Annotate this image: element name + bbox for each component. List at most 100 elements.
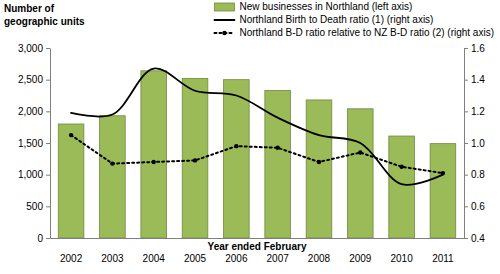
tick: 1,500	[18, 138, 50, 149]
tick-label: 1,000	[18, 169, 43, 180]
tick-mark	[46, 206, 50, 207]
legend-swatch	[214, 19, 234, 21]
y2-axis: 0.4 0.6 0.8 1.0 1.2 1.4 1.6	[464, 43, 485, 244]
tick-mark	[46, 175, 50, 176]
y-axis: 0 500 1,000 1,500 2,000 2,500 3,000	[18, 43, 51, 244]
marker	[441, 171, 445, 175]
legend-item: New businesses in Northland (left axis)	[214, 1, 412, 12]
tick-label: 2011	[432, 253, 454, 264]
tick: 0	[37, 233, 50, 244]
tick: 0.6	[464, 201, 485, 212]
legend-label: Northland Birth to Death ratio (1) (righ…	[239, 14, 433, 25]
tick: 2010	[390, 253, 413, 264]
axis-line	[50, 49, 51, 239]
tick-label: 0.8	[471, 169, 485, 180]
bar	[100, 116, 126, 238]
tick-mark	[464, 206, 468, 207]
bar-series	[58, 71, 455, 238]
legend-label: New businesses in Northland (left axis)	[239, 1, 412, 12]
tick-label: 2007	[267, 253, 290, 264]
tick-mark	[46, 143, 50, 144]
legend-marker	[222, 31, 226, 35]
y-axis-title-line: Number of	[4, 3, 55, 14]
legend: New businesses in Northland (left axis) N…	[214, 1, 494, 38]
legend-item: Northland B-D ratio relative to NZ B-D r…	[214, 27, 494, 38]
tick-label: 1.0	[471, 138, 485, 149]
marker	[152, 160, 156, 164]
marker	[399, 165, 403, 169]
tick-mark	[464, 238, 468, 239]
line-series	[71, 68, 443, 184]
x-axis-title: Year ended February	[208, 241, 307, 252]
tick: 1.4	[464, 74, 485, 85]
tick: 3,000	[18, 43, 50, 54]
tick-mark	[464, 111, 468, 112]
tick: 2002	[60, 253, 83, 264]
legend-swatch	[214, 3, 234, 11]
tick: 1.2	[464, 106, 485, 117]
tick: 2005	[184, 253, 207, 264]
tick: 2011	[432, 253, 454, 264]
tick-mark	[464, 80, 468, 81]
tick-label: 1.4	[471, 74, 485, 85]
y-axis-title: Number of geographic units	[4, 3, 85, 27]
tick-label: 0	[37, 233, 43, 244]
tick-label: 0.4	[471, 233, 485, 244]
bar	[224, 80, 250, 238]
plot-area	[58, 68, 455, 238]
y-axis-title-line: geographic units	[4, 16, 85, 27]
marker	[110, 161, 114, 165]
tick: 2,500	[18, 74, 50, 85]
tick: 2007	[267, 253, 290, 264]
tick-mark	[46, 238, 50, 239]
tick-mark	[464, 175, 468, 176]
marker	[317, 160, 321, 164]
tick: 0.4	[464, 233, 485, 244]
tick-label: 2002	[60, 253, 83, 264]
tick: 2003	[101, 253, 124, 264]
line	[71, 68, 443, 184]
bar	[306, 100, 332, 238]
chart-container: 0 500 1,000 1,500 2,000 2,500 3,000 0.4 0.6 0.8 1.…	[0, 0, 500, 274]
line	[71, 135, 443, 173]
bar	[141, 71, 167, 238]
tick: 500	[26, 201, 50, 212]
tick-label: 2005	[184, 253, 207, 264]
tick-label: 2,500	[18, 74, 43, 85]
legend-label: Northland B-D ratio relative to NZ B-D r…	[239, 27, 494, 38]
marker	[193, 158, 197, 162]
tick: 1.6	[464, 43, 485, 54]
tick: 1,000	[18, 169, 50, 180]
tick: 1.0	[464, 138, 485, 149]
tick-label: 3,000	[18, 43, 43, 54]
tick-mark	[46, 80, 50, 81]
tick-label: 2003	[101, 253, 124, 264]
tick-mark	[464, 48, 468, 49]
tick-label: 2010	[390, 253, 413, 264]
marker	[69, 133, 73, 137]
tick-mark	[464, 143, 468, 144]
x-axis: 2002 2003 2004 2005 2006 2007 2008 2009 2010 2011	[51, 239, 465, 265]
tick-label: 2006	[225, 253, 248, 264]
tick-label: 1,500	[18, 138, 43, 149]
tick-mark	[46, 48, 50, 49]
marker	[358, 150, 362, 154]
tick: 2009	[349, 253, 372, 264]
marker	[275, 146, 279, 150]
tick-label: 2009	[349, 253, 372, 264]
bar	[347, 109, 373, 238]
tick: 0.8	[464, 169, 485, 180]
tick: 2008	[308, 253, 331, 264]
bar	[430, 144, 456, 238]
tick-label: 0.6	[471, 201, 485, 212]
legend-item: Northland Birth to Death ratio (1) (righ…	[214, 14, 433, 25]
tick-label: 2008	[308, 253, 331, 264]
tick-label: 500	[26, 201, 43, 212]
tick-label: 2004	[143, 253, 166, 264]
tick-label: 1.6	[471, 43, 485, 54]
line-series	[69, 133, 445, 175]
chart-svg: 0 500 1,000 1,500 2,000 2,500 3,000 0.4 0.6 0.8 1.…	[0, 0, 500, 274]
marker	[234, 144, 238, 148]
tick: 2,000	[18, 106, 50, 117]
tick-mark	[46, 111, 50, 112]
